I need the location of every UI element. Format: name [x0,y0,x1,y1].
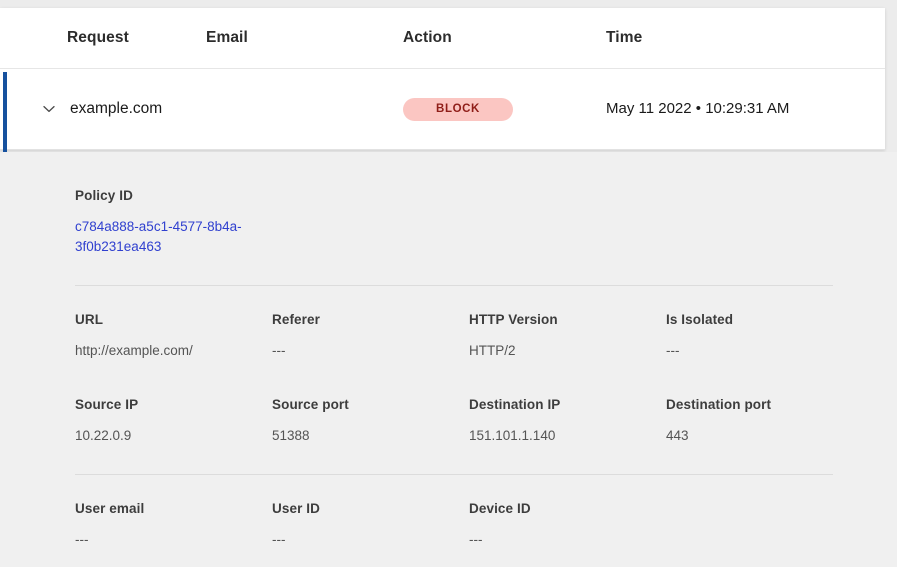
column-header-request: Request [67,29,129,46]
field-user-email-value: --- [75,532,89,547]
field-url: URL http://example.com/ [75,312,272,361]
field-http-version-label: HTTP Version [469,312,558,327]
policy-id-field: Policy ID c784a888-a5c1-4577-8b4a-3f0b23… [75,188,275,257]
spacer [75,361,865,371]
field-user-id-label: User ID [272,501,320,516]
row-detail-content: Policy ID c784a888-a5c1-4577-8b4a-3f0b23… [0,152,897,550]
field-referer-label: Referer [272,312,320,327]
table-header-row: Request Email Action Time [0,8,885,69]
field-referer: Referer --- [272,312,469,361]
field-url-value: http://example.com/ [75,343,193,358]
policy-id-label: Policy ID [75,188,133,203]
column-header-email: Email [206,29,248,46]
field-user-email: User email --- [75,501,272,550]
field-is-isolated: Is Isolated --- [666,312,863,361]
time-cell: May 11 2022 • 10:29:31 AM [606,100,790,117]
field-destination-ip-value: 151.101.1.140 [469,428,556,443]
field-destination-ip-label: Destination IP [469,397,561,412]
policy-id-link[interactable]: c784a888-a5c1-4577-8b4a-3f0b231ea463 [75,219,242,254]
detail-divider-2 [75,474,833,475]
request-host: example.com [70,100,163,117]
column-header-action: Action [403,29,452,46]
field-destination-port-value: 443 [666,428,689,443]
field-device-id-label: Device ID [469,501,531,516]
field-user-id-value: --- [272,532,286,547]
field-user-id: User ID --- [272,501,469,550]
field-source-ip-label: Source IP [75,397,139,412]
field-url-label: URL [75,312,104,327]
field-source-ip-value: 10.22.0.9 [75,428,132,443]
field-destination-port: Destination port 443 [666,397,863,446]
detail-field-group-identity: User email --- User ID --- Device ID --- [75,501,865,550]
detail-field-group-connection: URL http://example.com/ Referer --- HTTP… [75,312,865,361]
field-referer-value: --- [272,343,286,358]
field-http-version-value: HTTP/2 [469,343,516,358]
row-detail-panel: Policy ID c784a888-a5c1-4577-8b4a-3f0b23… [0,152,897,567]
field-source-port-label: Source port [272,397,349,412]
detail-divider-1 [75,285,833,286]
field-is-isolated-label: Is Isolated [666,312,734,327]
field-http-version: HTTP Version HTTP/2 [469,312,666,361]
field-source-ip: Source IP 10.22.0.9 [75,397,272,446]
status-badge: BLOCK [403,97,513,121]
log-table-card: Request Email Action Time example.com BL… [0,8,885,150]
field-source-port: Source port 51388 [272,397,469,446]
chevron-down-icon[interactable] [38,98,60,120]
table-row[interactable]: example.com BLOCK May 11 2022 • 10:29:31… [0,69,885,150]
field-user-email-label: User email [75,501,145,516]
column-header-time: Time [606,29,643,46]
action-cell: BLOCK [403,97,606,121]
request-cell: example.com [0,98,206,120]
field-destination-ip: Destination IP 151.101.1.140 [469,397,666,446]
field-source-port-value: 51388 [272,428,310,443]
field-device-id-value: --- [469,532,483,547]
field-device-id: Device ID --- [469,501,666,550]
field-is-isolated-value: --- [666,343,680,358]
field-destination-port-label: Destination port [666,397,772,412]
detail-field-group-network: Source IP 10.22.0.9 Source port 51388 De… [75,397,865,446]
